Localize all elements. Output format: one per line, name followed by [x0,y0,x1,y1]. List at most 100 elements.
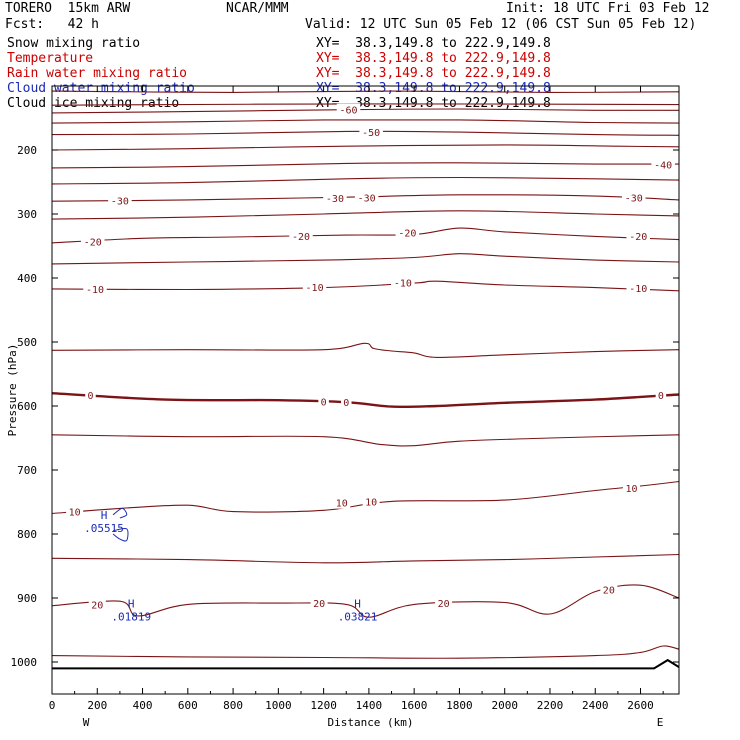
isotherm-label-bg [622,481,640,494]
isotherm-label: 0 [321,398,327,409]
isotherm-label-bg [318,395,329,408]
y-tick-label: 500 [17,336,37,349]
isotherm-line [52,553,679,564]
init-time: Init: 18 UTC Fri 03 Feb 12 [506,1,710,16]
isotherm-label: 10 [69,508,81,519]
model-title: TORERO 15km ARW [5,1,131,16]
center-label: NCAR/MMM [226,1,289,16]
isotherm-label: -60 [339,106,357,117]
terrain-line [52,658,680,670]
isotherm-label: 10 [336,499,348,510]
isotherm-label-bg [626,282,651,295]
isotherm-label: -40 [654,161,672,172]
isotherm-label: -20 [292,232,310,243]
x-axis-label: Distance (km) [327,716,413,729]
cloud-water-contour [112,507,128,519]
cloud-water-high-marker: H [354,598,361,611]
x-tick-label: 600 [178,699,198,712]
isotherm-line [52,103,679,106]
isotherm-label-bg [333,496,351,509]
isotherm-label-bg [108,194,132,207]
isotherm-label: -20 [84,238,102,249]
y-tick-label: 300 [17,208,37,221]
isotherm-line [52,176,679,185]
isotherm-label: -10 [629,284,647,295]
isotherm-label: 20 [438,599,450,610]
x-tick-label: 2000 [491,699,518,712]
isotherm-label-bg [651,158,675,171]
isotherm-label-bg [600,583,618,596]
x-tick-label: 800 [223,699,243,712]
isotherm-label: -30 [111,197,129,208]
cloud-water-high-marker: H [101,509,108,522]
isotherm-label-bg [336,103,361,116]
isotherm-label-bg [391,276,415,289]
isotherm-label: -20 [629,232,647,243]
plot-frame [51,85,680,695]
y-axis-label: Pressure (hPa) [6,344,19,437]
isotherm-label-bg [85,389,96,402]
legend-item: Snow mixing ratio [7,36,141,51]
y-tick-label: 900 [17,592,37,605]
isotherm-label: 20 [313,599,325,610]
isotherm-line [52,645,679,659]
isotherm-label-bg [341,396,352,409]
isotherm-label-bg [80,235,105,248]
freezing-isotherm [52,392,679,409]
legend-xy: XY= 38.3,149.8 to 222.9,149.8 [316,36,551,51]
isotherm-line [52,434,679,447]
cloud-water-high-value: .03821 [338,611,378,624]
y-tick-label: 1000 [11,656,38,669]
y-tick-label: 600 [17,400,37,413]
isotherm-label-bg [655,389,667,402]
isotherm-label: -30 [326,194,344,205]
west-end-label: W [83,716,90,729]
isotherm-label: 20 [603,586,615,597]
y-tick-label: 400 [17,272,37,285]
isotherm-line [52,227,679,244]
isotherm-label-bg [395,226,420,239]
x-tick-label: 1600 [401,699,428,712]
legend-xy: XY= 38.3,149.8 to 222.9,149.8 [316,66,551,81]
forecast-hour: Fcst: 42 h [5,17,99,32]
x-tick-label: 1800 [446,699,473,712]
isotherm-label-bg [359,126,383,139]
isotherm-line [52,90,679,93]
valid-time: Valid: 12 UTC Sun 05 Feb 12 (06 CST Sun … [305,17,697,32]
x-tick-label: 2600 [627,699,654,712]
isotherm-label: -20 [398,229,416,240]
y-tick-label: 700 [17,464,37,477]
isotherm-label: 20 [91,600,103,611]
legend-item: Cloud ice mixing ratio [7,96,180,111]
east-end-label: E [657,716,664,729]
isotherm-line [52,119,679,124]
x-tick-label: 0 [49,699,56,712]
x-tick-label: 1000 [265,699,292,712]
legend-xy: XY= 38.3,149.8 to 222.9,149.8 [316,51,551,66]
legend-item: Temperature [7,51,94,66]
y-tick-label: 800 [17,528,37,541]
isotherm-label: 0 [87,391,93,402]
isotherm-label-bg [354,191,379,204]
isotherm-label-bg [435,597,453,610]
isotherm-label-bg [66,505,84,518]
isotherm-line [52,144,679,151]
isotherm-label-bg [83,282,107,295]
isotherm-label-bg [362,495,380,508]
isotherm-label: 0 [343,398,349,409]
x-tick-label: 200 [87,699,107,712]
y-tick-label: 200 [17,144,37,157]
isotherm-label: 10 [625,484,637,495]
cloud-water-high-value: .01819 [111,611,151,624]
isotherm-line [52,584,679,618]
cloud-water-high-value: .05515 [84,522,124,535]
isotherm-label-bg [621,191,646,204]
x-tick-label: 1400 [356,699,383,712]
isotherm-label: -10 [394,278,412,289]
isotherm-label: 0 [658,391,664,402]
isotherm-label-bg [323,192,347,204]
isotherm-line [52,342,679,358]
isotherm-line [52,130,679,136]
cloud-water-contour [112,527,129,542]
